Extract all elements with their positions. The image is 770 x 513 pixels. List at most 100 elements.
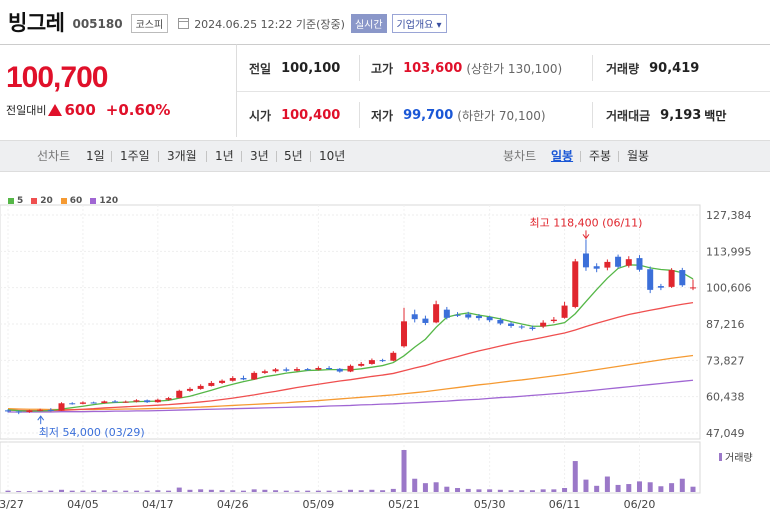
y-tick-label: 47,049 (706, 427, 745, 440)
candle-body (368, 360, 375, 364)
volume-bar (583, 479, 589, 492)
legend-item-ma5[interactable]: 5 (8, 196, 23, 206)
volume-bar (497, 489, 503, 492)
price-plot-frame (0, 204, 701, 440)
volume-bar (369, 489, 375, 492)
volume-bar (690, 486, 696, 492)
candle-body (647, 269, 654, 290)
volume-bar (647, 482, 653, 492)
low-arrowhead (37, 415, 45, 421)
low-value: 99,700 (403, 107, 454, 123)
legend-label: 120 (99, 196, 119, 206)
volume-bar (144, 490, 150, 492)
turnover-value: 9,193 (660, 107, 702, 123)
y-tick-label: 113,995 (706, 245, 752, 258)
period-1y[interactable]: 1년 (215, 149, 234, 163)
candle-body (443, 309, 450, 318)
candle-body (379, 360, 386, 362)
candle-body (315, 368, 322, 370)
chart-period-toolbar: 선차트 1일 1주일 3개월 1년 3년 5년 10년 봉차트 일봉 주봉 월봉 (0, 140, 770, 172)
volume-bar (465, 488, 471, 492)
volume-bar (444, 486, 450, 492)
period-3y[interactable]: 3년 (250, 149, 269, 163)
volume-bar (658, 486, 664, 492)
period-1w[interactable]: 1주일 (120, 149, 150, 163)
candle-body (390, 352, 397, 361)
volume-bar (166, 490, 172, 492)
volume-bar (540, 489, 546, 492)
volume-bar (636, 481, 642, 492)
volume-bar (604, 476, 610, 492)
candle-body (165, 398, 172, 400)
candle-monthly[interactable]: 월봉 (627, 149, 650, 163)
candle-body (5, 410, 11, 412)
stock-candle-chart[interactable]: 127,384 113,995 100,606 87,216 73,827 60,438 4… (0, 190, 770, 513)
period-10y[interactable]: 10년 (319, 149, 346, 163)
period-5y[interactable]: 5년 (284, 149, 303, 163)
candle-body (240, 378, 247, 380)
candle-body (540, 322, 547, 327)
period-1d[interactable]: 1일 (86, 149, 105, 163)
candle-body (293, 369, 300, 371)
company-info-dropdown[interactable]: 기업개요 ▾ (391, 14, 447, 33)
calendar-icon (178, 18, 190, 29)
volume-bar (519, 490, 525, 492)
volume-legend-swatch (719, 453, 722, 461)
timestamp: 2024.06.25 12:22 기준(장중) (178, 16, 345, 32)
legend-swatch (60, 198, 67, 204)
low-price: 저가 99,700 (하한가 70,100) (371, 92, 546, 138)
volume-bar (112, 490, 118, 492)
change-percent: +0.60% (105, 101, 171, 119)
candle-body (15, 411, 22, 413)
candle-body (657, 286, 664, 288)
volume-bar (5, 490, 11, 492)
volume-bar (219, 490, 225, 492)
realtime-button[interactable]: 실시간 (350, 14, 387, 33)
volume-bar (401, 450, 407, 492)
volume-bar (380, 490, 386, 492)
current-price-panel: 100,700 전일대비 600 +0.60% (0, 44, 237, 137)
candle-body (144, 400, 151, 403)
candle-body (550, 319, 557, 322)
volume-value: 90,419 (649, 60, 700, 76)
volume-bar (326, 490, 332, 492)
volume-bar (433, 482, 439, 492)
y-tick-label: 73,827 (706, 354, 745, 367)
x-tick-label: 04/17 (142, 498, 174, 511)
candle-body (401, 321, 408, 347)
period-3m[interactable]: 3개월 (167, 149, 197, 163)
volume-bar (155, 490, 161, 492)
candle-body (186, 388, 193, 391)
candle-weekly[interactable]: 주봉 (589, 149, 612, 163)
volume-bar (562, 488, 568, 492)
candle-body (47, 409, 54, 411)
candle-body (154, 399, 161, 403)
volume-bar (16, 491, 22, 492)
legend-swatch (31, 198, 38, 204)
candle-chart-tab[interactable]: 봉차트 (503, 149, 537, 163)
volume-bar (390, 488, 396, 492)
volume-bar (358, 490, 364, 492)
ma120-line (8, 379, 694, 413)
volume-bar (26, 491, 32, 492)
volume-bar (133, 490, 139, 492)
legend-swatch (8, 198, 14, 204)
price-change: 전일대비 600 +0.60% (6, 101, 170, 119)
candle-body (561, 305, 568, 318)
volume-bar (455, 488, 461, 492)
divider (310, 151, 311, 162)
volume-legend: 거래량 (725, 452, 753, 464)
volume-bar (551, 489, 557, 492)
candle-body (58, 403, 65, 411)
change-amount: 600 (64, 101, 96, 119)
candle-body (668, 270, 675, 287)
candle-body (433, 304, 440, 323)
candle-body (197, 385, 204, 389)
volume-bar (240, 490, 246, 492)
legend-item-ma60[interactable]: 60 (60, 196, 82, 206)
volume-bar (615, 484, 621, 492)
candle-daily[interactable]: 일봉 (551, 149, 574, 163)
line-chart-tab[interactable]: 선차트 (37, 149, 71, 163)
legend-item-ma120[interactable]: 120 (90, 196, 118, 206)
legend-item-ma20[interactable]: 20 (31, 196, 53, 206)
